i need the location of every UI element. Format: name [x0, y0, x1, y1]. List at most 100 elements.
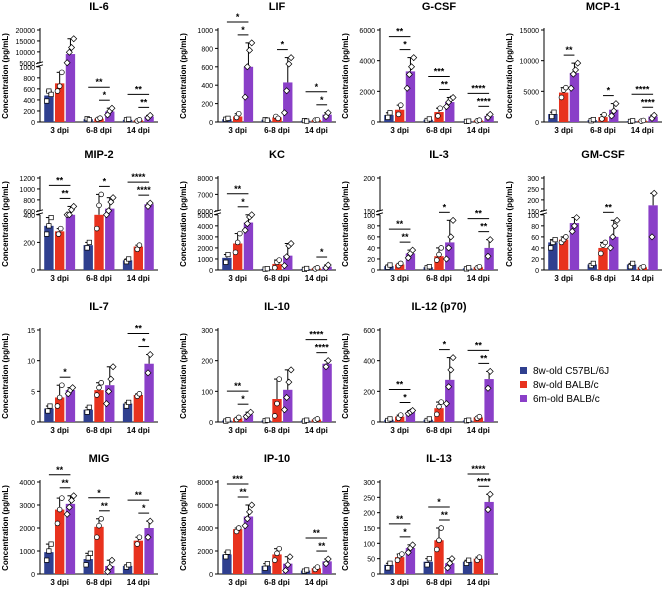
legend-label-balbc-8w: 8w-old BALB/c	[533, 380, 599, 391]
y-tick-label-il-7: 15	[27, 328, 35, 335]
data-point-il-7	[146, 351, 154, 359]
y-tick-label-kc: 4000	[197, 224, 213, 231]
bar-ip-10-g0-s1	[232, 529, 243, 574]
y-axis-label-il-12-p70: Concentration (pg/mL)	[341, 333, 350, 419]
data-point-il-3	[486, 236, 494, 244]
sig-label-gm-csf: **	[605, 202, 613, 212]
bar-lif-g1-s2	[283, 82, 293, 122]
bar-kc-g1-s2	[283, 255, 293, 270]
data-point-g-csf	[410, 54, 418, 62]
bar-il-7-g1-s1	[94, 390, 104, 422]
data-point-kc	[237, 230, 243, 237]
sig-label-mig: **	[101, 501, 109, 511]
chart-title-il-10: IL-10	[264, 301, 290, 313]
data-point-mig	[44, 557, 50, 563]
sig-label-mcp-1: ****	[641, 97, 656, 107]
data-point-mcp-1	[610, 107, 618, 115]
sig-label-il-12-p70: **	[480, 353, 488, 363]
data-point-g-csf	[426, 116, 432, 122]
data-point-il-13	[438, 525, 444, 531]
y-tick-label-mip-2: 1000	[19, 187, 35, 194]
legend-swatch-balbc-6m	[520, 395, 527, 402]
panel-il-13: IL-13 0 50 100 150 200 250 300 Concentration (pg…	[341, 453, 498, 587]
y-tick-label-gm-csf: 40	[531, 246, 539, 253]
sig-label-il-12-p70: **	[396, 380, 404, 390]
x-tick-label-il-7: 3 dpi	[50, 426, 69, 435]
panel-ip-10: IP-10 0 2000 4000 6000 8000 Concentration (pg/…	[179, 453, 336, 587]
sig-label-ip-10: **	[240, 487, 248, 497]
data-point-ip-10	[241, 522, 249, 530]
bar-il-6-g0-s1	[54, 83, 65, 122]
y-tick-label-gm-csf: 250	[527, 187, 539, 194]
bar-il-13-g2-s2	[484, 501, 494, 574]
legend-label-c57: 8w-old C57BL/6J	[533, 366, 609, 377]
data-point-il-6	[63, 59, 71, 67]
data-point-il-10	[304, 417, 310, 423]
y-tick-label-gm-csf: 0	[535, 268, 539, 275]
legend-label-balbc-6m: 6m-old BALB/c	[533, 394, 600, 405]
data-point-ip-10	[286, 553, 294, 561]
data-point-lif	[324, 109, 332, 117]
data-point-il-7	[94, 392, 100, 398]
data-point-gm-csf	[613, 216, 621, 224]
x-tick-label-lif: 14 dpi	[305, 126, 328, 135]
data-point-mcp-1	[551, 109, 557, 115]
data-point-ip-10	[314, 564, 321, 570]
sig-label-kc: *	[320, 247, 324, 257]
data-point-il-13	[484, 506, 492, 514]
chart-title-il-3: IL-3	[429, 149, 449, 161]
data-point-mcp-1	[599, 116, 605, 122]
y-tick-label-il-13: 250	[363, 495, 375, 502]
sig-label-il-3: **	[402, 232, 410, 242]
x-tick-label-il-7: 14 dpi	[127, 426, 150, 435]
panel-il-10: IL-10 0 100 200 300 Concentration (pg/mL) 3 dp…	[179, 301, 336, 435]
y-tick-label-ip-10: 6000	[197, 503, 213, 510]
bar-il-3-g1-s2	[445, 242, 455, 270]
sig-label-il-10: ****	[309, 330, 324, 340]
data-point-mig	[108, 556, 116, 564]
sig-label-mig: *	[142, 503, 146, 513]
data-point-mip-2	[105, 207, 113, 215]
bar-il-10-g2-s2	[322, 363, 332, 422]
y-axis-label-lif: Concentration (pg/mL)	[179, 33, 188, 119]
x-tick-label-il-12-p70: 6-8 dpi	[426, 426, 452, 435]
data-point-lif	[287, 54, 295, 62]
bar-il-6-g0-s0	[44, 95, 54, 122]
bar-g-csf-g1-s2	[445, 102, 455, 122]
x-tick-label-gm-csf: 14 dpi	[631, 274, 654, 283]
sig-label-lif: *	[281, 40, 285, 50]
bar-mip-2-g1-s1	[94, 214, 104, 270]
data-point-mip-2	[146, 199, 154, 207]
y-tick-label-mip-2: 400	[23, 213, 35, 220]
data-point-il-10	[272, 413, 278, 419]
data-point-il-12-p70	[442, 400, 450, 408]
data-point-mip-2	[44, 231, 50, 237]
data-point-mcp-1	[612, 100, 620, 108]
sig-label-g-csf: ****	[471, 83, 486, 93]
y-tick-label-il-3: 20	[367, 257, 375, 264]
sig-label-il-12-p70: **	[475, 340, 483, 350]
bar-kc-g0-s1	[232, 243, 243, 270]
y-tick-label-gm-csf: 150	[527, 209, 539, 216]
bar-il-10-g0-s2	[243, 414, 254, 422]
sig-label-kc: **	[234, 184, 242, 194]
y-tick-label-il-10: 300	[201, 328, 213, 335]
bar-il-7-g0-s0	[44, 408, 54, 422]
bar-gm-csf-g0-s0	[548, 242, 558, 270]
bar-lif-g0-s2	[243, 66, 254, 122]
bar-mip-2-g0-s1	[54, 231, 65, 270]
data-point-lif	[225, 115, 231, 121]
legend: 8w-old C57BL/6J 8w-old BALB/c 6m-old BAL…	[520, 366, 609, 405]
data-point-il-10	[283, 393, 291, 401]
data-point-il-10	[324, 357, 332, 365]
bar-ip-10-g2-s2	[322, 561, 332, 574]
x-tick-label-mcp-1: 14 dpi	[631, 126, 654, 135]
data-point-il-12-p70	[409, 407, 417, 414]
y-axis-label-mcp-1: Concentration (pg/mL)	[505, 33, 514, 119]
y-tick-label-il-13: 100	[363, 541, 375, 548]
data-point-il-3	[434, 257, 440, 263]
x-tick-label-mcp-1: 3 dpi	[554, 126, 573, 135]
sig-label-mcp-1: *	[607, 86, 611, 96]
data-point-il-6	[68, 43, 76, 51]
